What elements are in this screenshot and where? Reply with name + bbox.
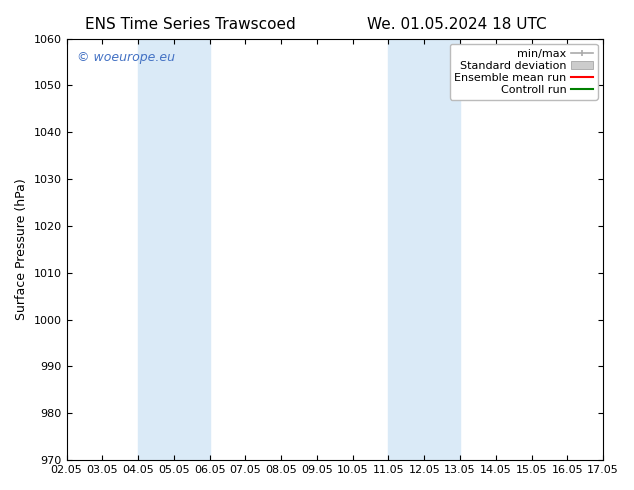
Text: ENS Time Series Trawscoed: ENS Time Series Trawscoed — [85, 17, 295, 32]
Text: We. 01.05.2024 18 UTC: We. 01.05.2024 18 UTC — [366, 17, 547, 32]
Y-axis label: Surface Pressure (hPa): Surface Pressure (hPa) — [15, 178, 28, 320]
Text: © woeurope.eu: © woeurope.eu — [77, 51, 175, 64]
Legend: min/max, Standard deviation, Ensemble mean run, Controll run: min/max, Standard deviation, Ensemble me… — [450, 44, 598, 99]
Bar — [389, 39, 460, 460]
Bar — [138, 39, 210, 460]
